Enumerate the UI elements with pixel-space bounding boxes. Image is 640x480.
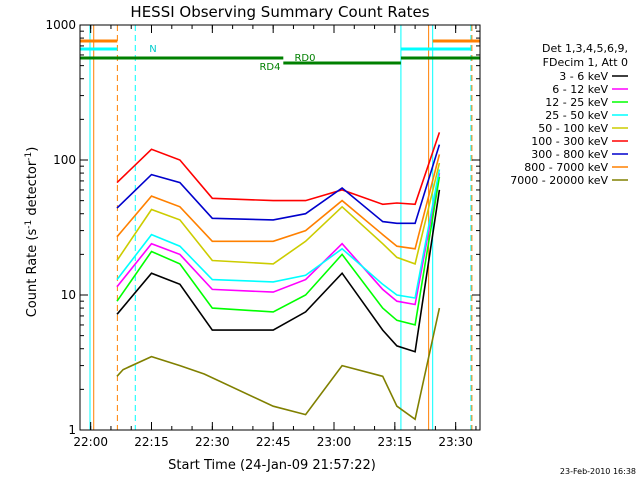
y-label-end: ) xyxy=(25,147,40,152)
legend-label: 800 - 7000 keV xyxy=(524,161,608,174)
x-tick-label: 22:45 xyxy=(256,435,291,449)
series-line-6-seg-1 xyxy=(116,144,441,225)
status-bar-label-0: RD0 xyxy=(294,53,315,64)
x-tick-label: 23:00 xyxy=(317,435,352,449)
date-stamp: 23-Feb-2010 16:38 xyxy=(560,467,636,476)
series-line-8-seg-1 xyxy=(116,307,441,421)
series-line-7-seg-1 xyxy=(116,154,441,250)
y-label-main: Count Rate (s xyxy=(25,229,40,318)
legend-label: 50 - 100 keV xyxy=(538,122,608,135)
chart-title: HESSI Observing Summary Count Rates xyxy=(130,3,429,21)
x-tick-label: 23:30 xyxy=(438,435,473,449)
series-line-4-seg-1 xyxy=(116,162,441,265)
status-bar-label-1: RD4 xyxy=(259,62,280,73)
legend-label: 6 - 12 keV xyxy=(552,83,608,96)
y-label-mid: detector xyxy=(25,160,40,220)
legend: Det 1,3,4,5,6,9,FDecim 1, Att 03 - 6 keV… xyxy=(510,42,628,187)
series-line-3-seg-1 xyxy=(116,169,441,299)
legend-label: 7000 - 20000 keV xyxy=(510,174,608,187)
x-tick-label: 22:00 xyxy=(73,435,108,449)
y-label-sup2: -1 xyxy=(24,152,34,161)
plot-frame xyxy=(79,24,481,431)
series-line-1-seg-1 xyxy=(116,172,441,306)
y-tick-label: 1000 xyxy=(45,18,76,32)
y-tick-label: 10 xyxy=(61,288,76,302)
y-tick-label: 100 xyxy=(53,153,76,167)
legend-label: 25 - 50 keV xyxy=(545,109,608,122)
series-line-0-seg-1 xyxy=(116,189,441,353)
x-tick-label: 22:15 xyxy=(134,435,169,449)
series-line-5-seg-1 xyxy=(116,132,441,206)
plot-area: RD0 RD4 N 1 10 100 1000 22:00 22:15 22:30 22:45 23:… xyxy=(45,18,481,449)
legend-label: 100 - 300 keV xyxy=(531,135,608,148)
y-label-sup1: -1 xyxy=(24,220,34,229)
y-tick-label: 1 xyxy=(68,423,76,437)
x-tick-label: 23:15 xyxy=(378,435,413,449)
status-bar-label-2: N xyxy=(149,44,156,55)
legend-header-line: Det 1,3,4,5,6,9, xyxy=(542,42,628,55)
x-tick-label: 22:30 xyxy=(195,435,230,449)
legend-label: 300 - 800 keV xyxy=(531,148,608,161)
legend-header-line: FDecim 1, Att 0 xyxy=(543,56,628,69)
x-axis-label: Start Time (24-Jan-09 21:57:22) xyxy=(168,458,376,473)
series-line-2-seg-1 xyxy=(116,176,441,326)
y-axis-label: Count Rate (s-1 detector-1) xyxy=(24,147,40,318)
legend-label: 12 - 25 keV xyxy=(545,96,608,109)
legend-label: 3 - 6 keV xyxy=(559,70,608,83)
